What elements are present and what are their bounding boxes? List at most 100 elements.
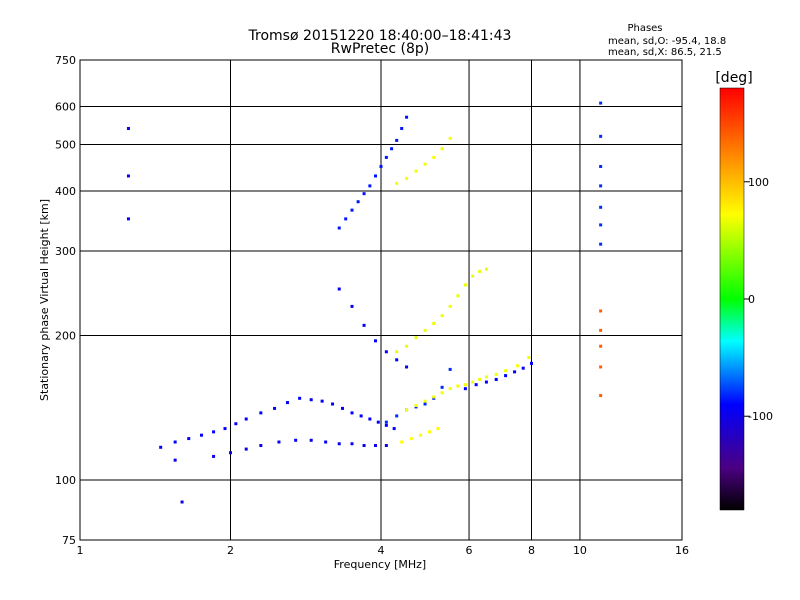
data-point [350, 208, 354, 212]
data-point [599, 309, 603, 313]
x-tick-label: 6 [466, 544, 473, 557]
data-points [126, 101, 603, 504]
y-tick-label: 75 [62, 534, 76, 547]
data-point [309, 398, 313, 402]
data-point [395, 350, 399, 354]
data-point [384, 420, 388, 424]
data-point [212, 430, 216, 434]
data-point [463, 283, 467, 287]
data-point [294, 438, 298, 442]
x-axis-ticks: 1 2 4 6 8 10 16 [77, 544, 690, 557]
chart-subtitle: RwPretec (8p) [331, 41, 429, 57]
data-point [324, 440, 328, 444]
data-point [384, 444, 388, 448]
data-point [423, 402, 427, 406]
y-tick-label: 200 [55, 330, 76, 343]
data-point [494, 377, 498, 381]
data-point [530, 361, 533, 365]
colorbar-label: [deg] [715, 70, 752, 86]
data-point [362, 323, 366, 327]
data-point [384, 155, 388, 159]
y-tick-label: 750 [55, 54, 76, 67]
data-point [423, 328, 427, 332]
data-point [405, 408, 409, 412]
data-point [432, 321, 436, 325]
data-point [478, 377, 482, 381]
data-point [423, 399, 427, 403]
data-point [599, 223, 603, 227]
data-point [298, 396, 302, 400]
y-tick-label: 100 [55, 474, 76, 487]
data-point [463, 383, 467, 387]
data-point [409, 437, 413, 441]
data-point [395, 181, 399, 185]
data-point [471, 380, 475, 384]
data-point [331, 402, 335, 406]
data-point [463, 387, 467, 391]
x-tick-label: 4 [378, 544, 385, 557]
data-point [320, 399, 324, 403]
data-point [448, 387, 452, 391]
data-point [187, 437, 191, 441]
data-point [244, 447, 248, 451]
data-point [440, 385, 444, 389]
colorbar [719, 87, 745, 511]
data-point [448, 304, 452, 308]
data-point [356, 200, 360, 204]
data-point [368, 417, 372, 421]
data-point [515, 364, 519, 368]
phases-mean-x: mean, sd,X: 86.5, 21.5 [608, 47, 722, 58]
data-point [448, 367, 452, 371]
x-tick-label: 10 [573, 544, 587, 557]
data-point [440, 314, 444, 318]
data-point [414, 336, 418, 340]
data-point [494, 372, 498, 376]
data-point [337, 442, 341, 446]
data-point [259, 444, 263, 448]
data-point [484, 375, 488, 379]
data-point [504, 369, 508, 373]
data-point [340, 406, 344, 410]
data-point [229, 451, 232, 455]
colorbar-ticks: 100 0 -100 [744, 176, 773, 423]
data-point [180, 500, 184, 504]
x-axis-label: Frequency [MHz] [334, 558, 426, 571]
data-point [599, 205, 603, 209]
data-point [405, 176, 409, 180]
data-point [474, 383, 478, 387]
data-point [405, 344, 409, 348]
data-point [350, 442, 354, 446]
colorbar-tick-label: 100 [748, 176, 769, 189]
data-point [432, 395, 436, 399]
data-point [200, 433, 204, 437]
data-point [432, 155, 436, 159]
data-point [212, 454, 216, 458]
data-point [456, 384, 460, 388]
data-point [395, 138, 399, 142]
y-tick-label: 500 [55, 139, 76, 152]
data-point [362, 192, 366, 196]
data-point [504, 374, 508, 378]
y-tick-label: 600 [55, 101, 76, 114]
data-point [379, 164, 383, 168]
data-point [471, 274, 475, 278]
data-point [337, 226, 341, 230]
phases-heading: Phases [627, 23, 662, 34]
data-point [599, 394, 603, 398]
x-tick-label: 16 [675, 544, 689, 557]
colorbar-tick-label: -100 [748, 410, 773, 423]
y-axis-ticks: 75 100 200 300 400 500 600 750 [55, 54, 76, 547]
data-point [309, 438, 313, 442]
data-point [599, 242, 603, 246]
data-point [359, 414, 363, 418]
data-point [599, 101, 603, 105]
data-point [126, 174, 130, 178]
data-point [368, 184, 372, 188]
phases-mean-o: mean, sd,O: -95.4, 18.8 [608, 36, 726, 47]
data-point [400, 440, 404, 444]
data-point [599, 184, 603, 188]
data-point [436, 427, 440, 431]
data-point [478, 269, 482, 273]
data-point [419, 433, 423, 437]
data-point [405, 365, 409, 369]
